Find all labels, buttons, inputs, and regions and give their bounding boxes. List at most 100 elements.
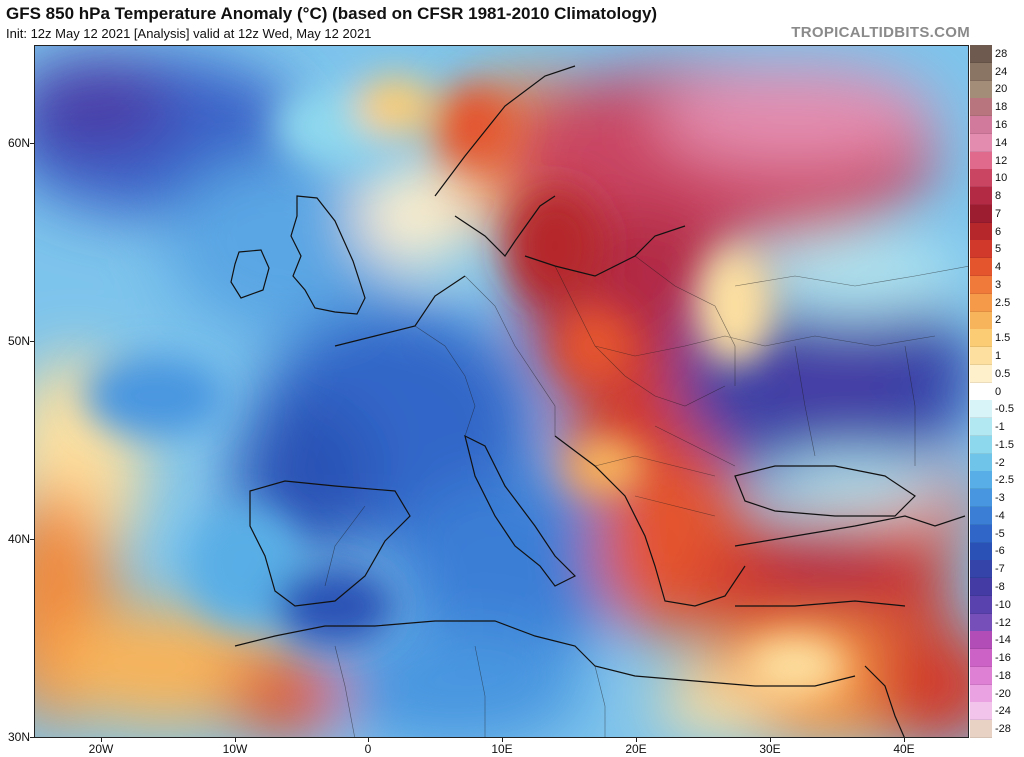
lat-label-30n: 30N — [7, 730, 30, 744]
turkey-coast — [734, 515, 966, 607]
colorbar-label: 2 — [995, 314, 1002, 327]
colorbar-swatch — [970, 524, 992, 543]
colorbar-swatch — [970, 666, 992, 685]
italy-coast — [464, 434, 577, 587]
colorbar-label: -10 — [995, 598, 1011, 611]
colorbar-label: 4 — [995, 261, 1002, 274]
colorbar-swatch — [970, 720, 992, 739]
colorbar-label: 16 — [995, 118, 1008, 131]
brand-watermark: TROPICALTIDBITS.COM — [791, 24, 970, 41]
lat-tick-50n — [30, 341, 35, 342]
colorbar-swatch — [970, 560, 992, 579]
coastlines — [230, 65, 966, 737]
colorbar-swatch — [970, 453, 992, 472]
colorbar-swatch — [970, 187, 992, 206]
lon-tick-20e — [636, 737, 637, 742]
ireland-coast — [230, 249, 270, 299]
colorbar-swatch — [970, 507, 992, 525]
colorbar-label: -16 — [995, 652, 1011, 665]
colorbar-label: 0.5 — [995, 367, 1011, 380]
colorbar-swatch — [970, 240, 992, 259]
colorbar-swatch — [970, 311, 992, 330]
lat-tick-30n — [30, 737, 35, 738]
lat-label-40n: 40N — [7, 532, 30, 546]
map-subtitle: Init: 12z May 12 2021 [Analysis] valid a… — [6, 26, 372, 41]
colorbar-label: -3 — [995, 492, 1005, 505]
lon-tick-10w — [235, 737, 236, 742]
colorbar-label: -4 — [995, 509, 1005, 522]
lon-tick-0 — [368, 737, 369, 742]
colorbar-swatch — [970, 418, 992, 437]
colorbar-label: 3 — [995, 278, 1002, 291]
colorbar-label: -7 — [995, 563, 1005, 576]
lon-tick-30e — [770, 737, 771, 742]
baltic-coast — [524, 225, 686, 277]
colorbar-swatch — [970, 133, 992, 152]
colorbar-swatch — [970, 435, 992, 454]
colorbar-label: 28 — [995, 47, 1008, 60]
colorbar-label: -0.5 — [995, 403, 1014, 416]
scandinavia-coast — [434, 65, 576, 257]
colorbar-swatch — [970, 702, 992, 721]
colorbar-swatch — [970, 364, 992, 383]
colorbar-swatch — [970, 382, 992, 401]
colorbar-label: -24 — [995, 705, 1011, 718]
colorbar-label: 18 — [995, 101, 1008, 114]
lon-tick-20w — [101, 737, 102, 742]
colorbar-swatch — [970, 151, 992, 170]
colorbar-label: 8 — [995, 190, 1002, 203]
lon-label-30e: 30E — [759, 742, 781, 756]
colorbar-label: -2 — [995, 456, 1005, 469]
colorbar-swatch — [970, 684, 992, 703]
colorbar-label: 20 — [995, 83, 1008, 96]
colorbar-label: 10 — [995, 172, 1008, 185]
colorbar-swatch — [970, 595, 992, 614]
britain-coast — [290, 195, 366, 315]
colorbar-label: 2.5 — [995, 296, 1011, 309]
colorbar-swatch — [970, 631, 992, 650]
colorbar-label: -12 — [995, 616, 1011, 629]
colorbar-swatch — [970, 169, 992, 188]
iberia-coast — [249, 480, 411, 607]
colorbar-swatch — [970, 578, 992, 597]
colorbar-swatch — [970, 204, 992, 223]
colorbar-label: -1.5 — [995, 438, 1014, 451]
lon-label-20w: 20W — [88, 742, 114, 756]
colorbar-label: 0 — [995, 385, 1002, 398]
lat-label-50n: 50N — [7, 334, 30, 348]
colorbar-label: 1.5 — [995, 332, 1011, 345]
north-africa-coast — [234, 620, 856, 687]
colorbar-swatch — [970, 258, 992, 277]
colorbar-label: -6 — [995, 545, 1005, 558]
colorbar-swatch — [970, 62, 992, 81]
map-canvas — [35, 46, 968, 737]
colorbar-label: 5 — [995, 243, 1002, 256]
colorbar-label: -5 — [995, 527, 1005, 540]
lon-tick-40e — [904, 737, 905, 742]
map-title: GFS 850 hPa Temperature Anomaly (°C) (ba… — [6, 4, 658, 23]
colorbar-label: 12 — [995, 154, 1008, 167]
colorbar-label: -18 — [995, 669, 1011, 682]
lon-label-40e: 40E — [893, 742, 915, 756]
lat-label-60n: 60N — [7, 136, 30, 150]
colorbar-swatch — [970, 347, 992, 366]
colorbar-swatch — [970, 293, 992, 312]
colorbar-label: 24 — [995, 65, 1008, 78]
lon-label-10w: 10W — [222, 742, 248, 756]
lat-tick-40n — [30, 539, 35, 540]
colorbar-label: -28 — [995, 723, 1011, 736]
lon-label-0: 0 — [364, 742, 372, 756]
lon-label-20e: 20E — [625, 742, 647, 756]
lon-tick-10e — [502, 737, 503, 742]
colorbar-swatch — [970, 542, 992, 561]
levant-coast — [864, 665, 905, 737]
colorbar-label: -2.5 — [995, 474, 1014, 487]
colorbar-label: -14 — [995, 634, 1011, 647]
colorbar-swatch — [970, 222, 992, 241]
colorbar-swatch — [970, 45, 992, 63]
colorbar-swatch — [970, 471, 992, 490]
country-borders — [324, 255, 968, 737]
lon-label-10e: 10E — [491, 742, 513, 756]
colorbar-label: -20 — [995, 687, 1011, 700]
